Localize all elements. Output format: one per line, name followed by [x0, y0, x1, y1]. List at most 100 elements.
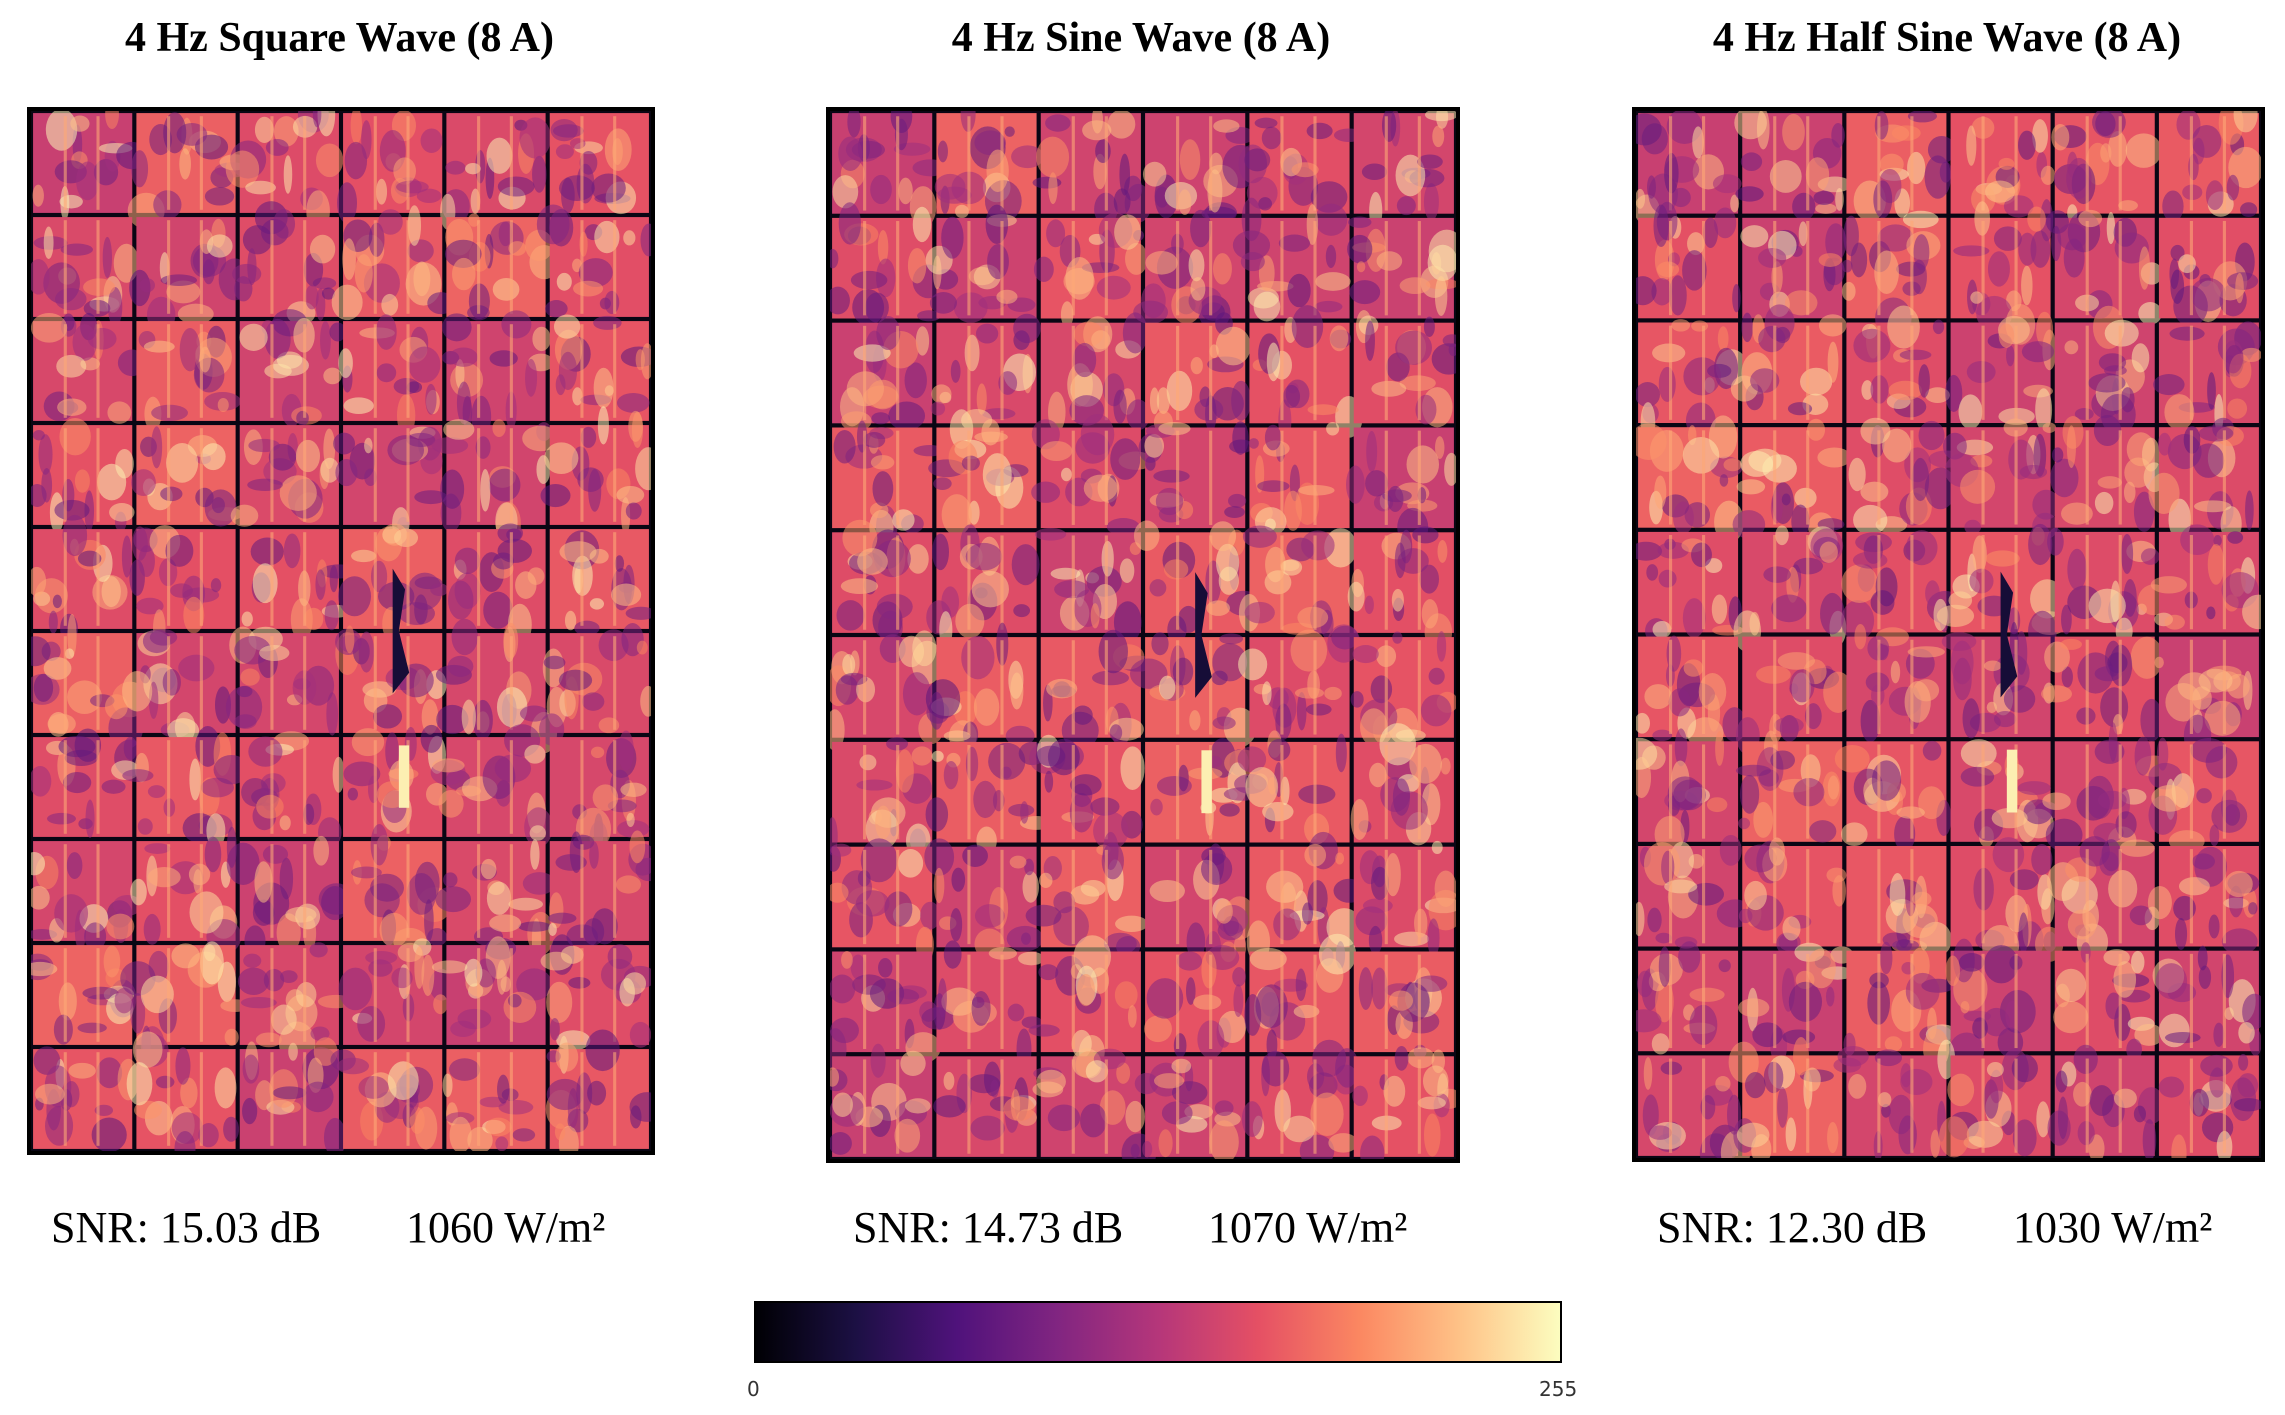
solar-cell [2047, 527, 2171, 645]
solar-cell [1936, 523, 2068, 652]
solar-cell [545, 1029, 651, 1151]
solar-cell [2042, 722, 2172, 856]
panel-3-irradiance: 1030 W/m² [2013, 1203, 2213, 1252]
solar-cell [1248, 421, 1350, 537]
solar-cell [440, 113, 551, 230]
panel-2-svg [830, 111, 1456, 1159]
panel-2-irradiance: 1070 W/m² [1208, 1203, 1408, 1252]
solar-cell [1145, 312, 1251, 434]
solar-cell [925, 204, 1037, 323]
solar-cell [31, 728, 147, 838]
bright-defect [2006, 749, 2018, 813]
solar-cell [2148, 737, 2259, 853]
solar-cell [1942, 418, 2060, 540]
solar-cell [2051, 111, 2162, 222]
solar-cell [225, 626, 339, 736]
solar-cell [1846, 417, 1965, 535]
solar-cell [431, 419, 560, 546]
panel-2-el-image [826, 107, 1460, 1163]
solar-cell [2047, 1044, 2165, 1158]
solar-cell [921, 940, 1045, 1071]
solar-cell [1238, 113, 1365, 214]
solar-cell [2152, 945, 2261, 1057]
solar-cell [1939, 1048, 2051, 1158]
solar-cell [330, 1049, 443, 1150]
solar-cell [225, 111, 344, 233]
solar-cell [431, 936, 553, 1045]
solar-cell [1040, 312, 1150, 433]
panel-1-irradiance: 1060 W/m² [406, 1203, 606, 1252]
solar-cell [1029, 734, 1145, 851]
solar-cell [130, 826, 242, 955]
colorbar [754, 1301, 1562, 1363]
solar-cell [1025, 831, 1149, 958]
solar-cell [1134, 1056, 1246, 1159]
solar-cell [1350, 631, 1456, 746]
solar-cell [1636, 728, 1739, 853]
solar-cell [548, 830, 651, 949]
solar-cell [830, 838, 941, 964]
solar-cell [933, 1056, 1037, 1157]
panel-1-title: 4 Hz Square Wave (8 A) [125, 15, 554, 61]
solar-cell [1728, 1036, 1843, 1158]
solar-cell [1346, 427, 1456, 548]
solar-cell [1734, 111, 1852, 221]
colorbar-max-label: 255 [1539, 1377, 1578, 1401]
solar-cell [832, 111, 949, 228]
solar-cell [925, 622, 1037, 752]
solar-cell [1636, 201, 1741, 319]
solar-cell [1950, 739, 2060, 848]
solar-cell [1735, 730, 1843, 843]
solar-cell [129, 217, 251, 333]
solar-cell [1353, 111, 1456, 231]
solar-cell [230, 425, 340, 527]
solar-cell [1732, 418, 1852, 541]
panel-2-snr: SNR: 14.73 dB [853, 1203, 1124, 1252]
solar-cell [1352, 1045, 1456, 1159]
panel-3-el-image [1632, 107, 2265, 1162]
solar-cell [1347, 216, 1456, 319]
solar-cell [2158, 1053, 2261, 1158]
solar-cell [1241, 1039, 1359, 1159]
solar-cell [928, 409, 1037, 536]
solar-cell [1138, 421, 1254, 529]
panel-2-title: 4 Hz Sine Wave (8 A) [951, 15, 1331, 61]
panel-1-svg [31, 111, 651, 1151]
panel-1-el-image [27, 107, 655, 1155]
solar-cell [1846, 111, 1956, 222]
solar-cell [549, 730, 650, 853]
solar-cell [1353, 840, 1456, 958]
solar-cell [539, 623, 651, 746]
solar-cell [549, 113, 649, 215]
solar-cell [830, 1043, 933, 1157]
bright-defect [1201, 750, 1212, 814]
solar-cell [1244, 933, 1357, 1061]
solar-cell [1636, 319, 1748, 442]
colorbar-min-label: 0 [747, 1377, 760, 1401]
defect-region [1195, 572, 1212, 698]
solar-cell [131, 425, 243, 527]
solar-cell [1950, 199, 2054, 332]
solar-cell [232, 201, 339, 325]
solar-cell [446, 523, 546, 646]
solar-cell [1834, 740, 1952, 852]
solar-cell [444, 213, 560, 321]
solar-cell [1733, 525, 1847, 652]
solar-cell [337, 111, 443, 224]
solar-cell [1636, 531, 1744, 644]
solar-cell [136, 321, 241, 432]
solar-cell [33, 1046, 139, 1151]
solar-cell [1945, 303, 2057, 432]
solar-cell [31, 417, 135, 534]
solar-cell [239, 309, 347, 427]
solar-cell [1234, 730, 1350, 845]
panel-3-snr: SNR: 12.30 dB [1657, 1203, 1928, 1252]
solar-cell [442, 1049, 546, 1151]
solar-cell [2046, 836, 2161, 961]
solar-cell [549, 529, 651, 636]
solar-cell [1846, 623, 1947, 743]
solar-cell [1238, 525, 1358, 639]
solar-cell [331, 205, 455, 321]
solar-cell [832, 519, 933, 645]
solar-cell [1246, 831, 1365, 964]
